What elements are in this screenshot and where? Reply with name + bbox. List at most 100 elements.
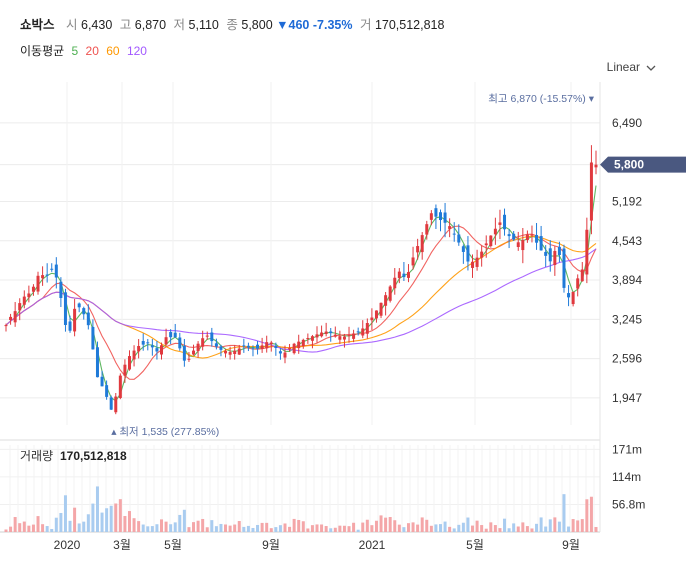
volume-bar	[260, 522, 264, 532]
high-marker-label: 최고 6,870 (-15.57%) ▾	[488, 93, 594, 105]
candle-body	[580, 269, 584, 282]
candle-body	[283, 352, 287, 358]
candle-body	[498, 222, 502, 225]
volume-bar	[178, 514, 182, 532]
candle-body	[127, 356, 131, 370]
candle-body	[233, 350, 237, 355]
volume-bar	[45, 526, 49, 532]
scale-select[interactable]: Linear	[607, 60, 656, 74]
candle-body	[256, 344, 260, 349]
volume-bar	[461, 522, 465, 532]
volume-bar	[292, 518, 296, 532]
candle-body	[507, 234, 511, 237]
candle-body	[324, 331, 328, 335]
candle-body	[461, 246, 465, 252]
candle-body	[503, 214, 507, 230]
volume-bar	[370, 525, 374, 532]
y-tick-label: 6,490	[612, 116, 642, 130]
volume-bar	[82, 521, 86, 532]
candle-body	[146, 342, 150, 344]
scale-select-value: Linear	[606, 60, 640, 74]
candle-body	[269, 342, 273, 345]
candle-body	[567, 293, 571, 298]
volume-bar	[585, 499, 589, 532]
candle-body	[63, 292, 67, 325]
candle-body	[521, 240, 525, 251]
candle-body	[288, 348, 292, 350]
volume-bar	[301, 521, 305, 532]
candle-body	[557, 246, 561, 256]
volume-bar	[224, 524, 228, 532]
candle-body	[36, 275, 40, 292]
volume-bar	[406, 523, 410, 532]
candle-body	[544, 251, 548, 256]
candle-body	[425, 224, 429, 235]
quote-header: 쇼박스 시 6,430 고 6,870 저 5,110 종 5,800 ▼460…	[20, 14, 444, 33]
candle-body	[402, 273, 406, 278]
volume-bar	[361, 522, 365, 532]
x-tick-label: 2020	[54, 538, 81, 552]
candle-body	[265, 342, 269, 349]
volume-bar	[68, 520, 72, 532]
volume-bar	[187, 527, 191, 532]
candle-body	[155, 348, 159, 352]
candle-body	[205, 335, 209, 337]
candle-body	[141, 341, 145, 345]
volume-bar	[553, 517, 557, 532]
close-value: 5,800	[241, 18, 273, 32]
candle-body	[310, 336, 314, 341]
volume-bar	[452, 528, 456, 532]
volume-bar	[347, 526, 351, 532]
volume-bar	[278, 525, 282, 532]
volume-bar	[484, 528, 488, 532]
open-label: 시	[66, 18, 78, 32]
candle-body	[315, 334, 319, 338]
candle-body	[452, 233, 456, 235]
volume-bar	[219, 523, 223, 532]
candle-body	[484, 243, 488, 246]
candle-body	[59, 281, 63, 298]
volume-bar	[393, 520, 397, 532]
candle-body	[356, 331, 360, 333]
open-value: 6,430	[81, 18, 113, 32]
ma-line-20	[5, 225, 597, 380]
volume-bar	[132, 518, 136, 532]
y-tick-label: 5,192	[612, 194, 642, 208]
volume-bar	[155, 524, 159, 532]
candle-body	[306, 338, 310, 340]
volume-bar	[438, 524, 442, 532]
volume-panel-label: 거래량	[20, 449, 53, 463]
volume-bar	[352, 522, 356, 532]
volume-bar	[31, 524, 35, 532]
candle-body	[365, 323, 369, 334]
volume-bar	[269, 528, 273, 532]
ma-20: 20	[85, 44, 99, 58]
volume-bar	[329, 528, 333, 532]
candle-body	[388, 286, 392, 301]
candle-body	[416, 246, 420, 253]
x-tick-label: 3월	[113, 538, 131, 552]
volume-label: 거	[359, 18, 372, 32]
candle-body	[105, 385, 109, 397]
candle-body	[224, 350, 228, 354]
volume-bar	[265, 522, 269, 532]
candle-body	[562, 248, 566, 288]
candle-body	[434, 208, 438, 217]
volume-bar	[246, 525, 250, 532]
candle-body	[429, 213, 433, 220]
candle-body	[82, 308, 86, 315]
volume-bar	[594, 526, 598, 532]
candle-body	[118, 375, 122, 398]
volume-bar	[59, 512, 63, 532]
volume-bar	[288, 526, 292, 532]
ma-120: 120	[126, 44, 147, 58]
volume-bar	[379, 515, 383, 532]
candle-body	[192, 350, 196, 355]
volume-bar	[397, 524, 401, 532]
volume-bar	[535, 523, 539, 532]
candle-body	[91, 326, 95, 350]
change-percent: -7.35%	[312, 18, 353, 32]
volume-bar	[567, 526, 571, 532]
candle-body	[411, 257, 415, 266]
